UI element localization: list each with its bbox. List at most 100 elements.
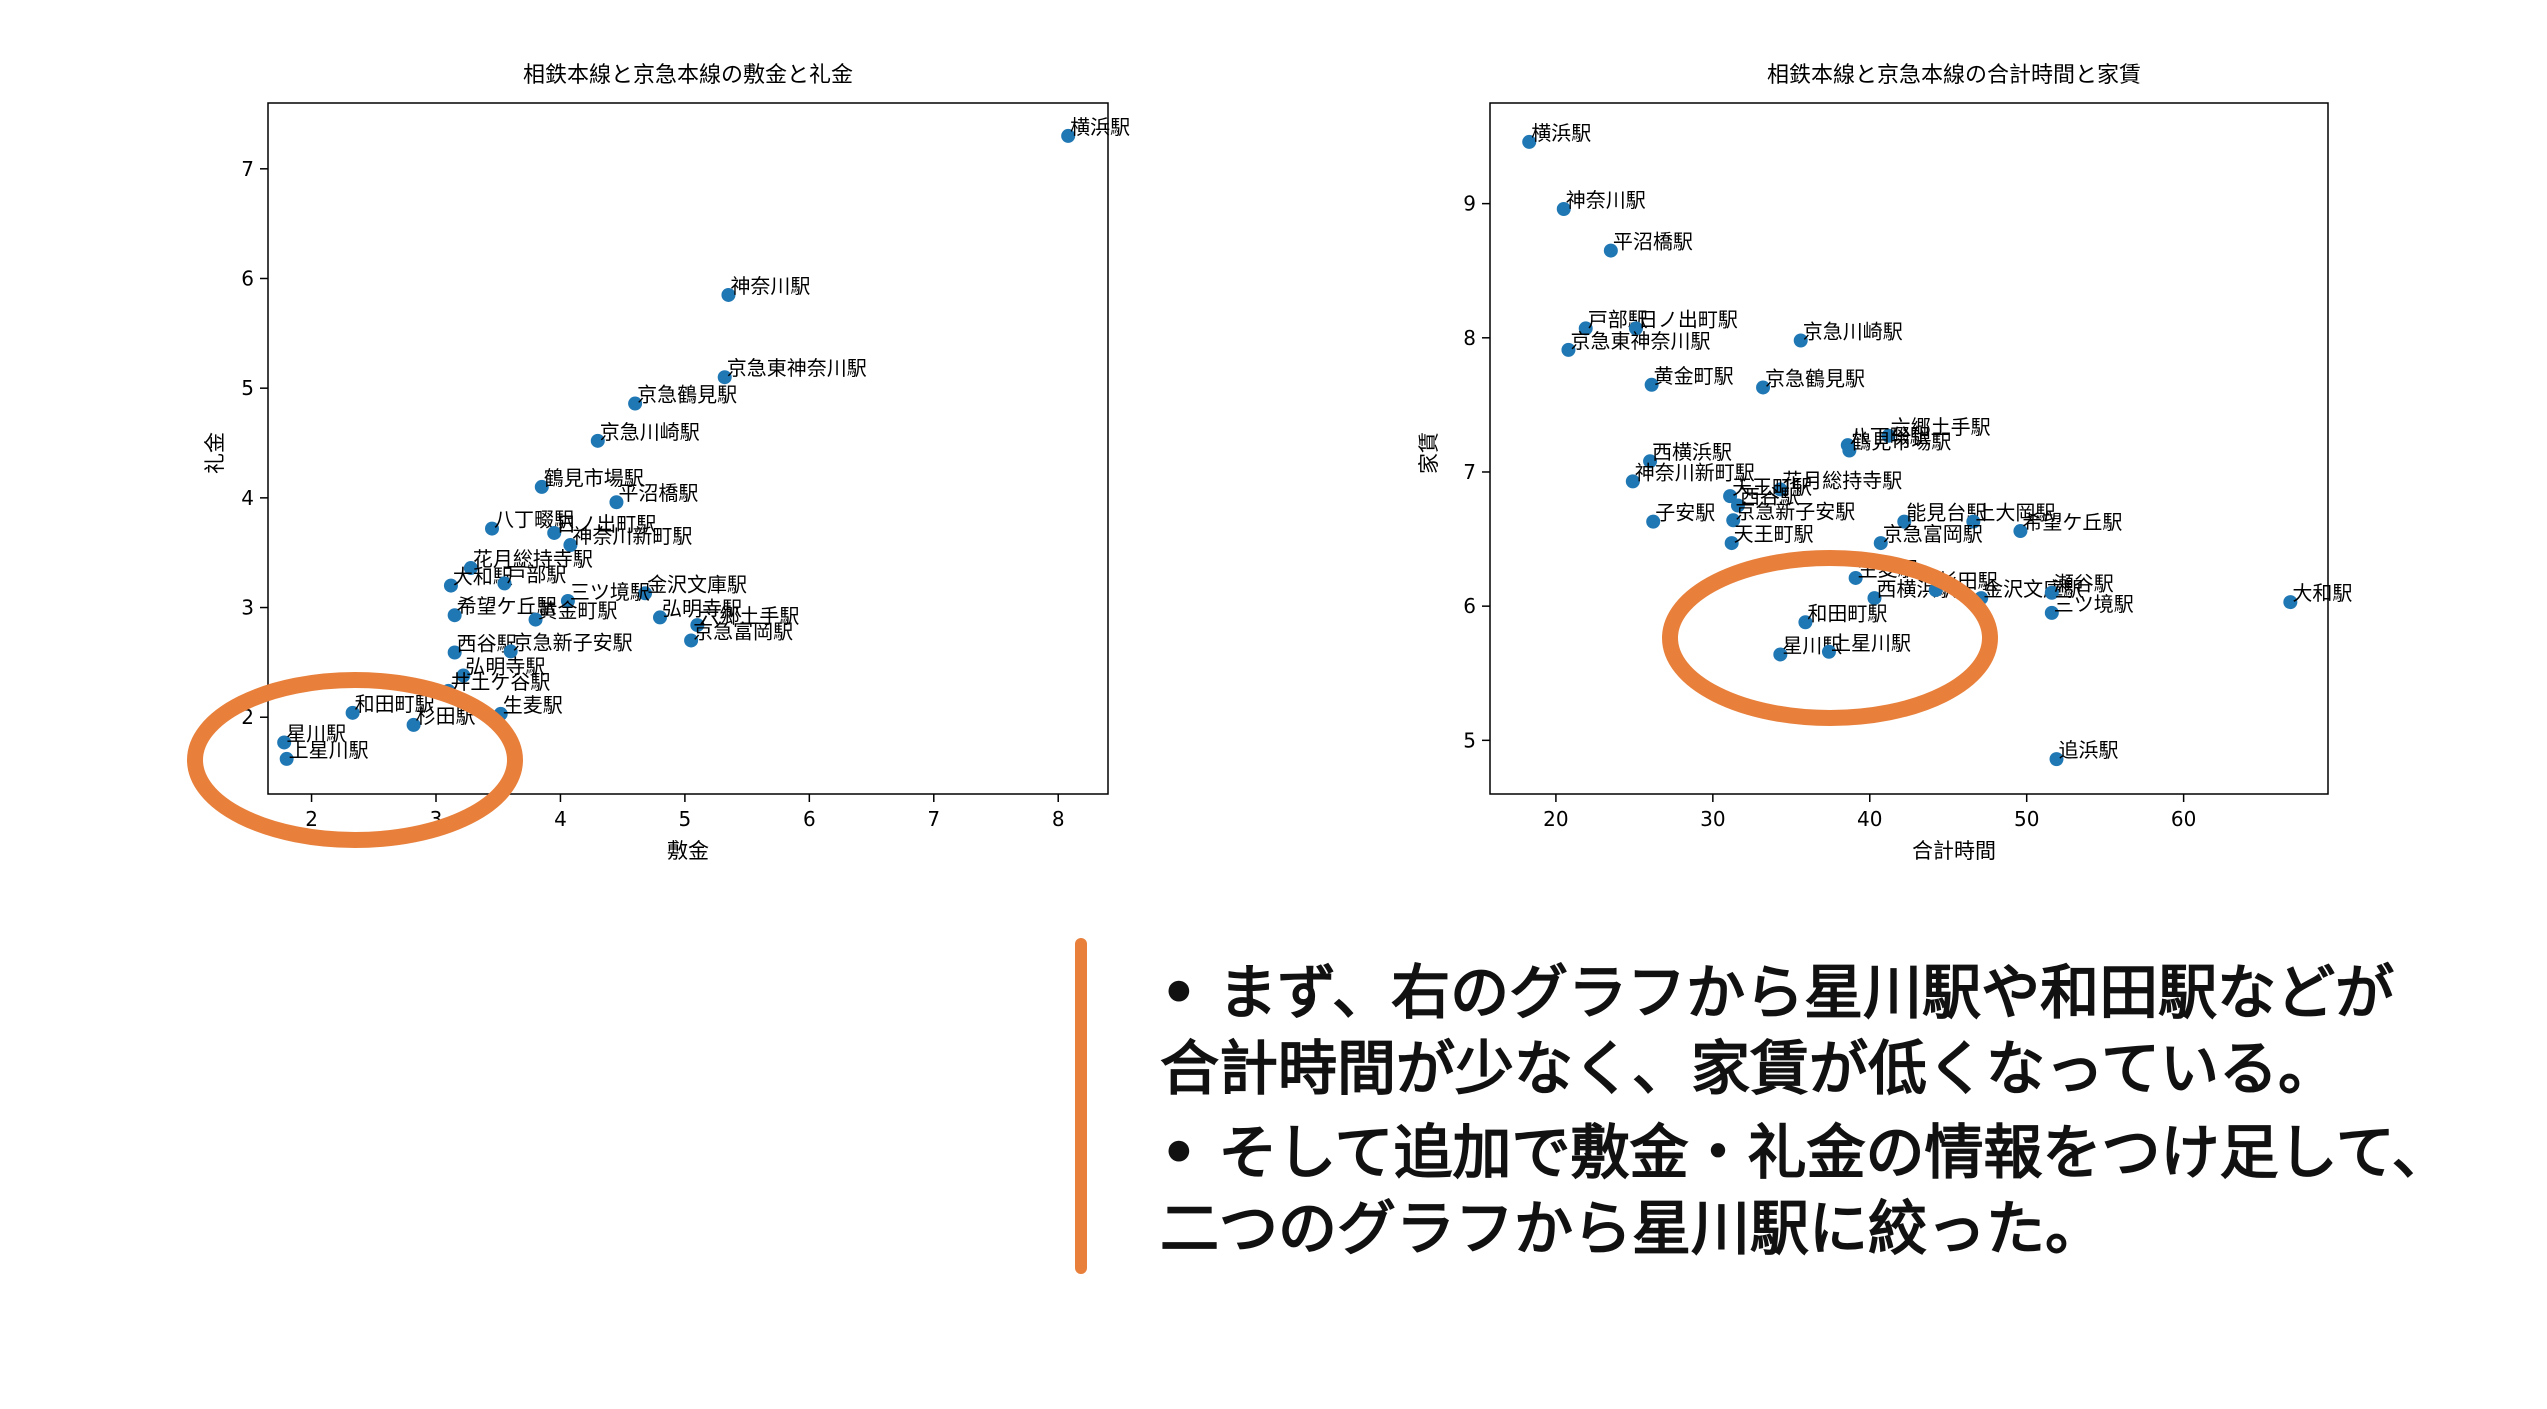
data-point (2044, 605, 2059, 620)
x-tick-label: 7 (927, 807, 940, 831)
data-point-label: 横浜駅 (1531, 121, 1591, 145)
x-tick-label: 2 (305, 807, 318, 831)
data-point-label: 京急新子安駅 (513, 630, 633, 654)
data-point-label: 金沢文庫駅 (1983, 577, 2083, 601)
data-point (1773, 647, 1788, 662)
data-point (684, 633, 699, 648)
data-point-label: 六郷土手駅 (1891, 415, 1991, 439)
data-point (1561, 342, 1576, 357)
x-tick-label: 60 (2171, 807, 2196, 831)
data-point-label: 八丁畷駅 (1850, 424, 1930, 448)
data-point-label: 神奈川新町駅 (1635, 460, 1755, 484)
data-point-label: 井土ケ谷駅 (450, 670, 550, 694)
x-tick-label: 6 (803, 807, 816, 831)
y-tick-label: 4 (241, 486, 254, 510)
data-point-label: 六郷土手駅 (699, 604, 799, 628)
data-point-label: 星川駅 (286, 721, 346, 745)
data-point (1578, 321, 1593, 336)
x-tick-label: 30 (1700, 807, 1725, 831)
data-point (609, 495, 624, 510)
data-point (1881, 428, 1896, 443)
data-point-label: 和田町駅 (1807, 601, 1887, 625)
data-point (528, 612, 543, 627)
data-point (1773, 482, 1788, 497)
data-point-label: 追浜駅 (2059, 738, 2119, 762)
x-tick-label: 5 (679, 807, 692, 831)
data-point-label: 鶴見市場駅 (1851, 430, 1951, 454)
data-point (463, 561, 478, 576)
bullet-1-line-1: • まず、右のグラフから星川駅や和田駅などが (1160, 958, 2395, 1027)
data-point (456, 668, 471, 683)
chart-title: 相鉄本線と京急本線の敷金と礼金 (523, 63, 853, 88)
y-axis-label: 礼金 (203, 432, 227, 474)
data-point (1646, 514, 1661, 529)
data-point (547, 525, 562, 540)
plot-frame (1489, 102, 2329, 795)
data-point-label: 天王町駅 (1734, 522, 1814, 546)
deposit-keymoney-scatter-chart: 相鉄本線と京急本線の敷金と礼金 2 3 4 5 6 7 8234567横浜駅神奈川駅京急東神… (187, 63, 2352, 863)
data-point (1522, 134, 1537, 149)
data-point-label: 神奈川駅 (1566, 188, 1646, 212)
y-tick-label: 7 (1463, 460, 1476, 484)
data-point (534, 479, 549, 494)
data-point (1625, 474, 1640, 489)
highlight-circle-left (187, 672, 523, 848)
data-point (1603, 243, 1618, 258)
data-point (1724, 536, 1739, 551)
data-point-label: 京急川崎駅 (1803, 319, 1903, 343)
bullet-2-line-2: 二つのグラフから星川駅に絞った。 (1160, 1194, 2105, 1263)
y-tick-label: 8 (1463, 326, 1476, 350)
data-point (447, 608, 462, 623)
y-tick-label: 7 (241, 157, 254, 181)
y-tick-label: 6 (1463, 594, 1476, 618)
bullet-1-line-2: 合計時間が少なく、家賃が低くなっている。 (1160, 1034, 2338, 1103)
data-point (1726, 513, 1741, 528)
data-point (1842, 443, 1857, 458)
data-point-label: 八丁畷駅 (494, 508, 574, 532)
data-point (590, 433, 605, 448)
data-point-label: 黄金町駅 (538, 599, 618, 623)
x-axis-label: 敷金 (667, 839, 709, 863)
data-point (1061, 128, 1076, 143)
data-point-label: 花月総持寺駅 (473, 547, 593, 571)
y-tick-label: 5 (1463, 728, 1476, 752)
data-point-label: 神奈川駅 (730, 274, 810, 298)
data-point (1848, 570, 1863, 585)
x-tick-label: 20 (1543, 807, 1568, 831)
data-point (2049, 752, 2064, 767)
data-point (560, 593, 575, 608)
data-point-label: 天王町駅 (1732, 475, 1812, 499)
data-point (1821, 644, 1836, 659)
data-point-label: 子安駅 (1655, 501, 1715, 525)
bullet-2-line-1: • そして追加で敷金・礼金の情報をつけ足して、 (1160, 1118, 2451, 1187)
data-point (2044, 585, 2059, 600)
data-point (503, 644, 518, 659)
data-point-label: 京急川崎駅 (600, 420, 700, 444)
y-tick-label: 6 (241, 266, 254, 290)
data-point (1867, 591, 1882, 606)
data-point (406, 717, 421, 732)
data-point (1643, 454, 1658, 469)
data-point-label: 弘明寺駅 (662, 596, 742, 620)
x-axis-label: 合計時間 (1912, 839, 1996, 863)
data-point-label: 京急富岡駅 (1883, 522, 1983, 546)
data-point (1628, 321, 1643, 336)
data-point-label: 京急新子安駅 (1735, 499, 1855, 523)
data-point (497, 576, 512, 591)
data-point-label: 三ツ境駅 (570, 580, 650, 604)
data-point (1966, 514, 1981, 529)
data-point-label: 和田町駅 (355, 692, 435, 716)
plot-frame (267, 102, 1109, 795)
data-point (279, 751, 294, 766)
y-tick-label: 5 (241, 376, 254, 400)
data-point (447, 645, 462, 660)
data-point-label: 京急鶴見駅 (1765, 366, 1865, 390)
data-point (690, 618, 705, 633)
data-point (717, 370, 732, 385)
data-point (1723, 489, 1738, 504)
data-point (1798, 615, 1813, 630)
data-point (653, 610, 667, 625)
data-point (2013, 524, 2028, 539)
y-tick-label: 3 (241, 596, 254, 620)
y-tick-label: 9 (1463, 192, 1476, 216)
